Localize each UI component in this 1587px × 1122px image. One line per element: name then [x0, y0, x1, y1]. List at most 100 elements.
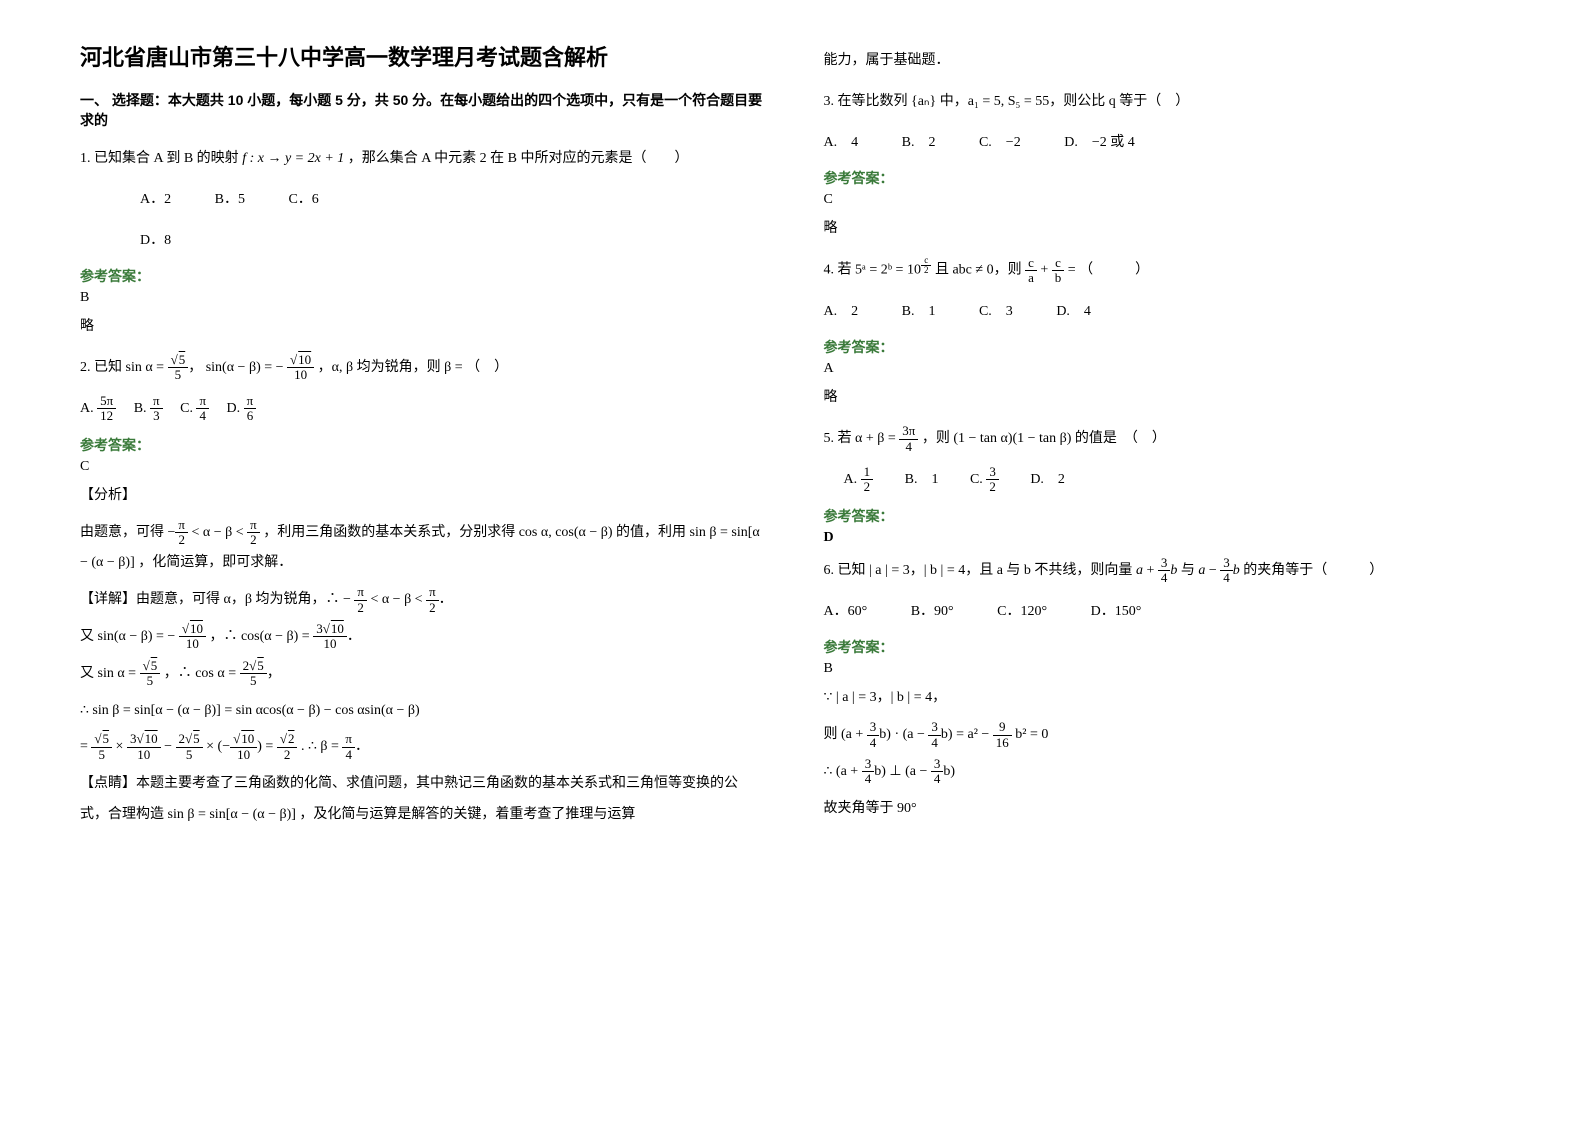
q5-options: A. 12 B. 1 C. 32 D. 2 [824, 465, 1508, 496]
q6-stem-b: 与 [1181, 563, 1199, 578]
q3-options: A. 4 B. 2 C. −2 D. −2 或 4 [824, 128, 1508, 159]
q5-opt-b: B. 1 [905, 472, 939, 487]
q6-opt-d: D．150° [1091, 597, 1142, 628]
q2-p2b: < α − β < [370, 592, 426, 607]
q6-opt-a: A．60° [824, 597, 868, 628]
q6-l3: ∴ (a + 34b) ⊥ (a − 34b) [824, 757, 1508, 788]
q3-opt-b: B. 2 [902, 128, 936, 159]
q1-opt-b: B．5 [215, 185, 245, 216]
q2-p3a: 又 sin(α − β) = − [80, 629, 179, 644]
q2-p6d: × [206, 739, 217, 754]
q4-opt-c: C. 3 [979, 297, 1013, 328]
q2-p4b: ，∴ cos α = [164, 666, 240, 681]
frac-3-4-c: 34 [867, 720, 880, 750]
frac-3-4-e: 34 [862, 757, 875, 787]
frac-pi-2-b: π2 [354, 585, 367, 615]
frac-pi-2-c: π2 [426, 585, 439, 615]
q2-opt-c: C. [180, 401, 193, 416]
q2-p6: = √55 × 3√1010 − 2√55 × (−√1010) = √22 .… [80, 732, 764, 763]
frac-c-2: c2 [921, 256, 932, 277]
q6-l3a: ∴ [824, 764, 836, 779]
q4-tail: （ ） [1079, 263, 1149, 278]
frac-3-4-f: 34 [931, 757, 944, 787]
question-5: 5. 若 α + β = 3π4 ，则 (1 − tan α)(1 − tan … [824, 424, 1508, 455]
frac-pi-3: π3 [150, 394, 163, 424]
q5-opt-a: A. [844, 472, 858, 487]
q2-analysis-tag: 【分析】 [80, 481, 764, 512]
q1-stem-b: ，那么集合 A 中元素 2 在 B 中所对应的元素是（ ） [348, 151, 689, 166]
question-2: 2. 已知 sin α = √55， sin(α − β) = − √1010 … [80, 353, 764, 384]
q1-options: A．2 B．5 C．6 [80, 185, 764, 216]
q2-answer-label: 参考答案： [80, 435, 764, 455]
q1-stem-a: 1. 已知集合 A 到 B 的映射 [80, 151, 242, 166]
q1-opt-c: C．6 [288, 185, 318, 216]
frac-3pi-4: 3π4 [899, 424, 918, 454]
q5-stem-b: ，则 (1 − tan α)(1 − tan β) 的值是 （ ） [922, 431, 1166, 446]
frac-root5-5: √55 [168, 353, 189, 383]
q4-brief: 略 [824, 383, 1508, 414]
q2-p1a: 由题意，可得 [80, 525, 168, 540]
frac-1-2: 12 [861, 465, 874, 495]
q1-opt-a: A．2 [140, 185, 171, 216]
q2-options: A. 5π12 B. π3 C. π4 D. π6 [80, 394, 764, 425]
q4-stem-a: 4. 若 5ᵃ = 2ᵇ = 10 [824, 263, 921, 278]
q2-answer: C [80, 459, 764, 475]
frac-3r10-10-b: 3√1010 [127, 732, 161, 762]
q6-answer: B [824, 661, 1508, 677]
q4-opt-a: A. 2 [824, 297, 859, 328]
frac-neg-pi-2: π2 [175, 518, 188, 548]
question-6: 6. 已知 | a | = 3，| b | = 4，且 a 与 b 不共线，则向… [824, 556, 1508, 587]
frac-pi-4: π4 [342, 732, 355, 762]
q2-p6c: − [164, 739, 175, 754]
q4-opt-d: D. 4 [1056, 297, 1091, 328]
frac-3-4-b: 34 [1220, 556, 1233, 586]
q1-answer: B [80, 290, 764, 306]
q1-map: f : x → y = 2x + 1 [242, 151, 344, 166]
frac-pi-2-a: π2 [247, 518, 260, 548]
q2-opt-a: A. [80, 401, 94, 416]
frac-pi-6: π6 [244, 394, 257, 424]
frac-c-a: ca [1025, 256, 1037, 286]
left-column: 河北省唐山市第三十八中学高一数学理月考试题含解析 一、 选择题：本大题共 10 … [80, 40, 764, 837]
section-1-heading: 一、 选择题：本大题共 10 小题，每小题 5 分，共 50 分。在每小题给出的… [80, 90, 764, 130]
q2-p6a: = [80, 739, 91, 754]
q4-options: A. 2 B. 1 C. 3 D. 4 [824, 297, 1508, 328]
q3-answer-label: 参考答案： [824, 168, 1508, 188]
frac-3-4-d: 34 [928, 720, 941, 750]
q1-brief: 略 [80, 312, 764, 343]
page-title: 河北省唐山市第三十八中学高一数学理月考试题含解析 [80, 40, 764, 72]
right-column: 能力，属于基础题． 3. 在等比数列 {aₙ} 中，a₁ = 5, S₅ = 5… [824, 40, 1508, 837]
continuation: 能力，属于基础题． [824, 46, 1508, 77]
question-4: 4. 若 5ᵃ = 2ᵇ = 10c2 且 abc ≠ 0，则 ca + cb … [824, 255, 1508, 286]
q5-answer-label: 参考答案： [824, 506, 1508, 526]
q2-stem-a: 2. 已知 [80, 360, 126, 375]
q3-stem: 3. 在等比数列 {aₙ} 中，a₁ = 5, S₅ = 55，则公比 q 等于… [824, 94, 1190, 109]
q6-l1: ∵ | a | = 3，| b | = 4， [824, 683, 1508, 714]
q2-p6f: . ∴ β = [301, 739, 342, 754]
q2-p2a: 【详解】由题意，可得 α，β 均为锐角，∴ − [80, 592, 351, 607]
question-3: 3. 在等比数列 {aₙ} 中，a₁ = 5, S₅ = 55，则公比 q 等于… [824, 87, 1508, 118]
frac-2root5-5: 2√55 [240, 659, 267, 689]
q6-l2d: b² = 0 [1015, 727, 1048, 742]
frac-9-16: 916 [993, 720, 1012, 750]
q5-opt-c: C. [970, 472, 983, 487]
frac-3-2: 32 [986, 465, 999, 495]
q3-opt-d: D. −2 或 4 [1064, 128, 1135, 159]
q2-p2: 【详解】由题意，可得 α，β 均为锐角，∴ − π2 < α − β < π2． [80, 585, 764, 616]
q6-answer-label: 参考答案： [824, 637, 1508, 657]
q6-l4: 故夹角等于 90° [824, 794, 1508, 825]
q4-answer: A [824, 361, 1508, 377]
frac-r10-10-c: √1010 [230, 732, 257, 762]
q2-p4: 又 sin α = √55 ，∴ cos α = 2√55， [80, 659, 764, 690]
q2-p3: 又 sin(α − β) = − √1010 ，∴ cos(α − β) = 3… [80, 622, 764, 653]
q2-opt-d: D. [227, 401, 241, 416]
q2-sinab: sin(α − β) = − [206, 360, 284, 375]
frac-root10-10-b: √1010 [179, 622, 206, 652]
q3-opt-a: A. 4 [824, 128, 859, 159]
q6-l2a: 则 [824, 727, 842, 742]
q2-opt-b: B. [134, 401, 147, 416]
q5-answer: D [824, 530, 1508, 546]
q6-opt-b: B．90° [911, 597, 954, 628]
q3-brief: 略 [824, 214, 1508, 245]
q5-opt-d: D. 2 [1030, 472, 1065, 487]
